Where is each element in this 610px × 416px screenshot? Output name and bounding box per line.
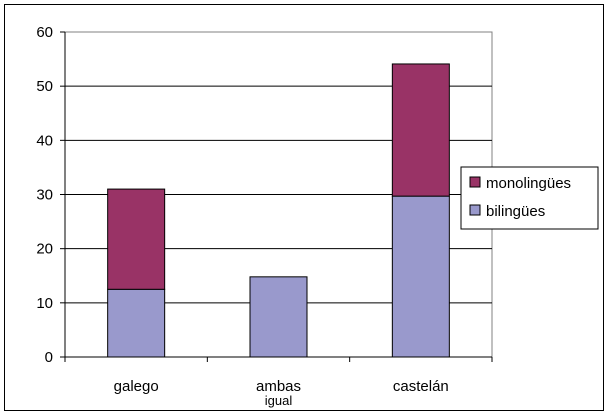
bar-segment — [391, 63, 450, 197]
bar-segment — [107, 188, 166, 290]
legend-label-bilingues: bilingües — [486, 203, 545, 220]
legend-swatch-bilingues — [469, 204, 481, 216]
legend: monolingües bilingües — [460, 166, 599, 230]
y-tick-label: 30 — [36, 187, 53, 204]
legend-swatch-monolingues — [469, 176, 481, 188]
legend-box — [460, 166, 599, 230]
axes — [60, 31, 493, 362]
y-tick-label: 10 — [36, 295, 53, 312]
legend-label-monolingues: monolingües — [486, 175, 571, 192]
y-tick-labels: 0 10 20 30 40 50 60 — [36, 24, 53, 366]
y-tick-label: 50 — [36, 78, 53, 95]
x-category-label: galego — [114, 378, 159, 395]
x-category-sublabel: igual — [265, 393, 293, 408]
x-category-label: ambas — [256, 378, 301, 395]
y-tick-label: 40 — [36, 132, 53, 149]
bar-segment — [249, 276, 308, 358]
y-tick-label: 0 — [45, 349, 53, 366]
bar-segment — [391, 195, 450, 358]
y-tick-label: 20 — [36, 241, 53, 258]
bars — [107, 63, 450, 358]
bar-segment — [107, 288, 166, 358]
y-tick-label: 60 — [36, 24, 53, 41]
x-category-label: castelán — [393, 378, 449, 395]
